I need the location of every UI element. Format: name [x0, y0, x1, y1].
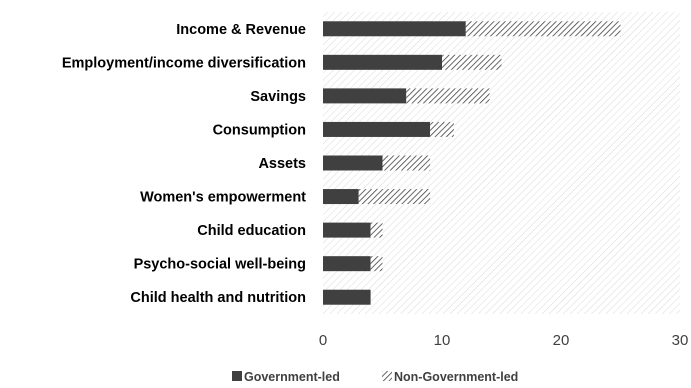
- bar-government-led: [323, 121, 431, 137]
- bar-government-led: [323, 189, 359, 205]
- legend-swatch-government-led: [232, 371, 242, 381]
- legend-swatch-non-government-led: [382, 371, 392, 381]
- x-tick-label: 10: [434, 332, 451, 349]
- legend: Government-led Non-Government-led: [232, 370, 518, 384]
- category-label: Women's empowerment: [140, 190, 306, 206]
- bar-non-government-led: [442, 54, 502, 70]
- bar-government-led: [323, 21, 466, 37]
- bar-government-led: [323, 155, 383, 171]
- bar-non-government-led: [465, 21, 621, 37]
- category-label: Income & Revenue: [176, 22, 306, 38]
- legend-label-non-government-led: Non-Government-led: [394, 370, 518, 383]
- category-label: Consumption: [213, 122, 306, 138]
- bar-non-government-led: [358, 189, 431, 205]
- bar-non-government-led: [382, 155, 431, 171]
- bar-government-led: [323, 289, 371, 305]
- x-tick-label: 20: [553, 332, 570, 349]
- bar-government-led: [323, 222, 371, 238]
- bar-government-led: [323, 88, 407, 104]
- x-tick-label: 30: [672, 332, 689, 349]
- category-label: Child health and nutrition: [130, 290, 306, 306]
- bar-non-government-led: [370, 222, 383, 238]
- category-label: Employment/income diversification: [62, 55, 306, 71]
- legend-label-government-led: Government-led: [244, 370, 340, 383]
- category-label: Savings: [250, 89, 306, 105]
- x-tick-label: 0: [319, 332, 327, 349]
- bar-government-led: [323, 256, 371, 272]
- bar-non-government-led: [370, 256, 383, 272]
- bar-government-led: [323, 54, 442, 70]
- bars: [323, 21, 621, 305]
- category-label: Assets: [258, 156, 306, 172]
- category-label: Psycho-social well-being: [134, 257, 306, 273]
- bar-non-government-led: [430, 121, 454, 137]
- x-axis-ticks: 0 10 20 30: [319, 332, 689, 349]
- category-labels: Income & Revenue Employment/income divers…: [62, 22, 306, 306]
- bar-non-government-led: [406, 88, 490, 104]
- category-label: Child education: [197, 223, 306, 239]
